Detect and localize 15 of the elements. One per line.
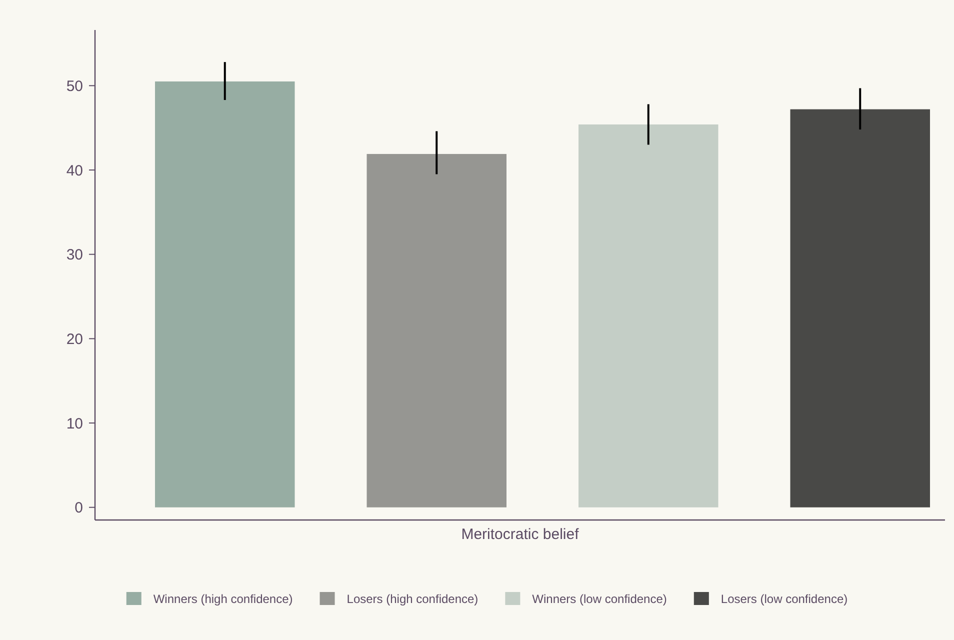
y-tick-label: 0: [74, 500, 83, 517]
bar: [155, 81, 295, 508]
bar: [790, 109, 930, 508]
legend-label: Winners (high confidence): [153, 592, 293, 606]
legend-label: Losers (high confidence): [346, 592, 478, 606]
legend-label: Losers (low confidence): [720, 592, 848, 606]
x-axis-title: Meritocratic belief: [461, 526, 580, 543]
bar: [366, 154, 507, 508]
legend-label: Winners (low confidence): [532, 592, 667, 606]
y-tick-label: 40: [66, 162, 83, 180]
bar: [578, 124, 718, 508]
y-tick-label: 20: [66, 330, 83, 348]
y-tick-label: 10: [66, 415, 83, 432]
y-tick-label: 50: [66, 78, 83, 95]
y-tick-label: 30: [66, 246, 83, 264]
